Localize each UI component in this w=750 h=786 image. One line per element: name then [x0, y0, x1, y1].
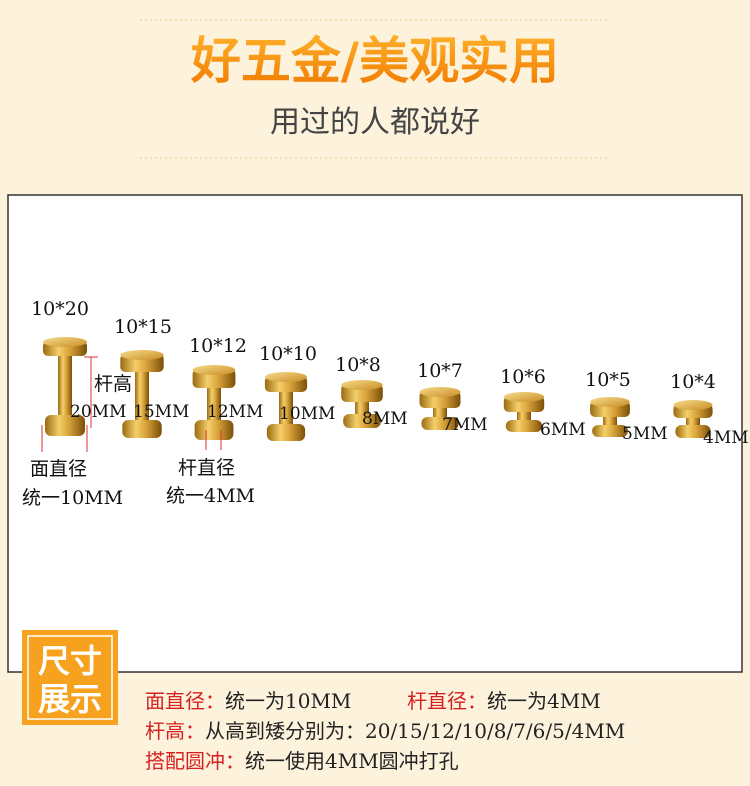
badge — [22, 630, 118, 725]
spec-line: 面直径：统一为10MM — [145, 689, 351, 713]
rivet-stem — [355, 400, 369, 416]
rivet-base — [505, 420, 543, 432]
height-label: 15MM — [133, 402, 189, 422]
spec-line: 杆高：从高到矮分别为：20/15/12/10/8/7/6/5/4MM — [145, 719, 625, 743]
rivet-top — [341, 380, 383, 390]
rivets — [43, 337, 713, 441]
rivet-base — [421, 417, 459, 430]
rivet-top — [43, 337, 87, 347]
size-label: 10*7 — [417, 360, 463, 382]
rivet-stem — [517, 410, 531, 422]
size-label: 10*4 — [670, 371, 716, 393]
rivet-top — [264, 372, 308, 382]
height-label: 7MM — [442, 415, 488, 435]
rivet-stem — [433, 406, 447, 419]
height-label: 10MM — [279, 404, 335, 424]
spec-line: 搭配圆冲：统一使用4MM圆冲打孔 — [145, 749, 459, 773]
rivet-base — [592, 425, 628, 437]
height-label: 5MM — [622, 424, 668, 444]
stem-diameter-value: 统一4MM — [166, 485, 255, 507]
rivet-top — [120, 350, 164, 360]
size-label: 10*15 — [114, 316, 172, 338]
size-label: 10*12 — [189, 335, 247, 357]
rivet-stem — [207, 386, 221, 422]
face-diameter-label: 面直径 — [30, 458, 87, 480]
rivet-top — [419, 387, 461, 397]
stem-label: 杆高 — [94, 373, 132, 395]
rivet-stem — [135, 370, 149, 422]
badge-text: 展示 — [38, 680, 102, 718]
rivet-base — [675, 425, 711, 438]
rivet-base — [45, 415, 85, 436]
rivet-base — [194, 420, 234, 440]
rivet-top — [673, 400, 713, 410]
rivet-stem — [686, 416, 700, 427]
rivet-stem — [603, 415, 617, 427]
size-label: 10*5 — [585, 369, 631, 391]
badge-text: 尺寸 — [38, 642, 102, 680]
dimension-lines — [41, 356, 222, 452]
labels: 10*20 20MM 10*15 15MM 10*12 12MM 10*10 10MM 10*8… — [31, 298, 749, 448]
size-label: 10*20 — [31, 298, 89, 320]
rivet-top — [590, 397, 630, 407]
rivet-stem — [279, 390, 293, 426]
title: 好五金/美观实用 — [190, 32, 559, 90]
rivet-top — [503, 392, 545, 402]
rivet-base — [343, 414, 381, 428]
stem-diameter-label: 杆直径 — [178, 457, 235, 479]
size-label: 10*6 — [500, 366, 546, 388]
height-label: 8MM — [362, 409, 408, 429]
height-label: 12MM — [207, 402, 263, 422]
size-label: 10*8 — [335, 354, 381, 376]
spec-line: 杆直径：统一为4MM — [407, 689, 601, 713]
badge-frame — [27, 635, 113, 720]
rivet-base — [266, 424, 306, 441]
face-diameter-value: 统一10MM — [22, 487, 123, 509]
height-label: 4MM — [703, 428, 749, 448]
size-label: 10*10 — [259, 343, 317, 365]
subtitle: 用过的人都说好 — [270, 105, 480, 140]
height-label: 6MM — [540, 420, 586, 440]
rivet-stem — [58, 354, 72, 417]
rivet-base — [122, 420, 162, 438]
rivet-top — [192, 365, 236, 375]
height-label: 20MM — [70, 402, 126, 422]
